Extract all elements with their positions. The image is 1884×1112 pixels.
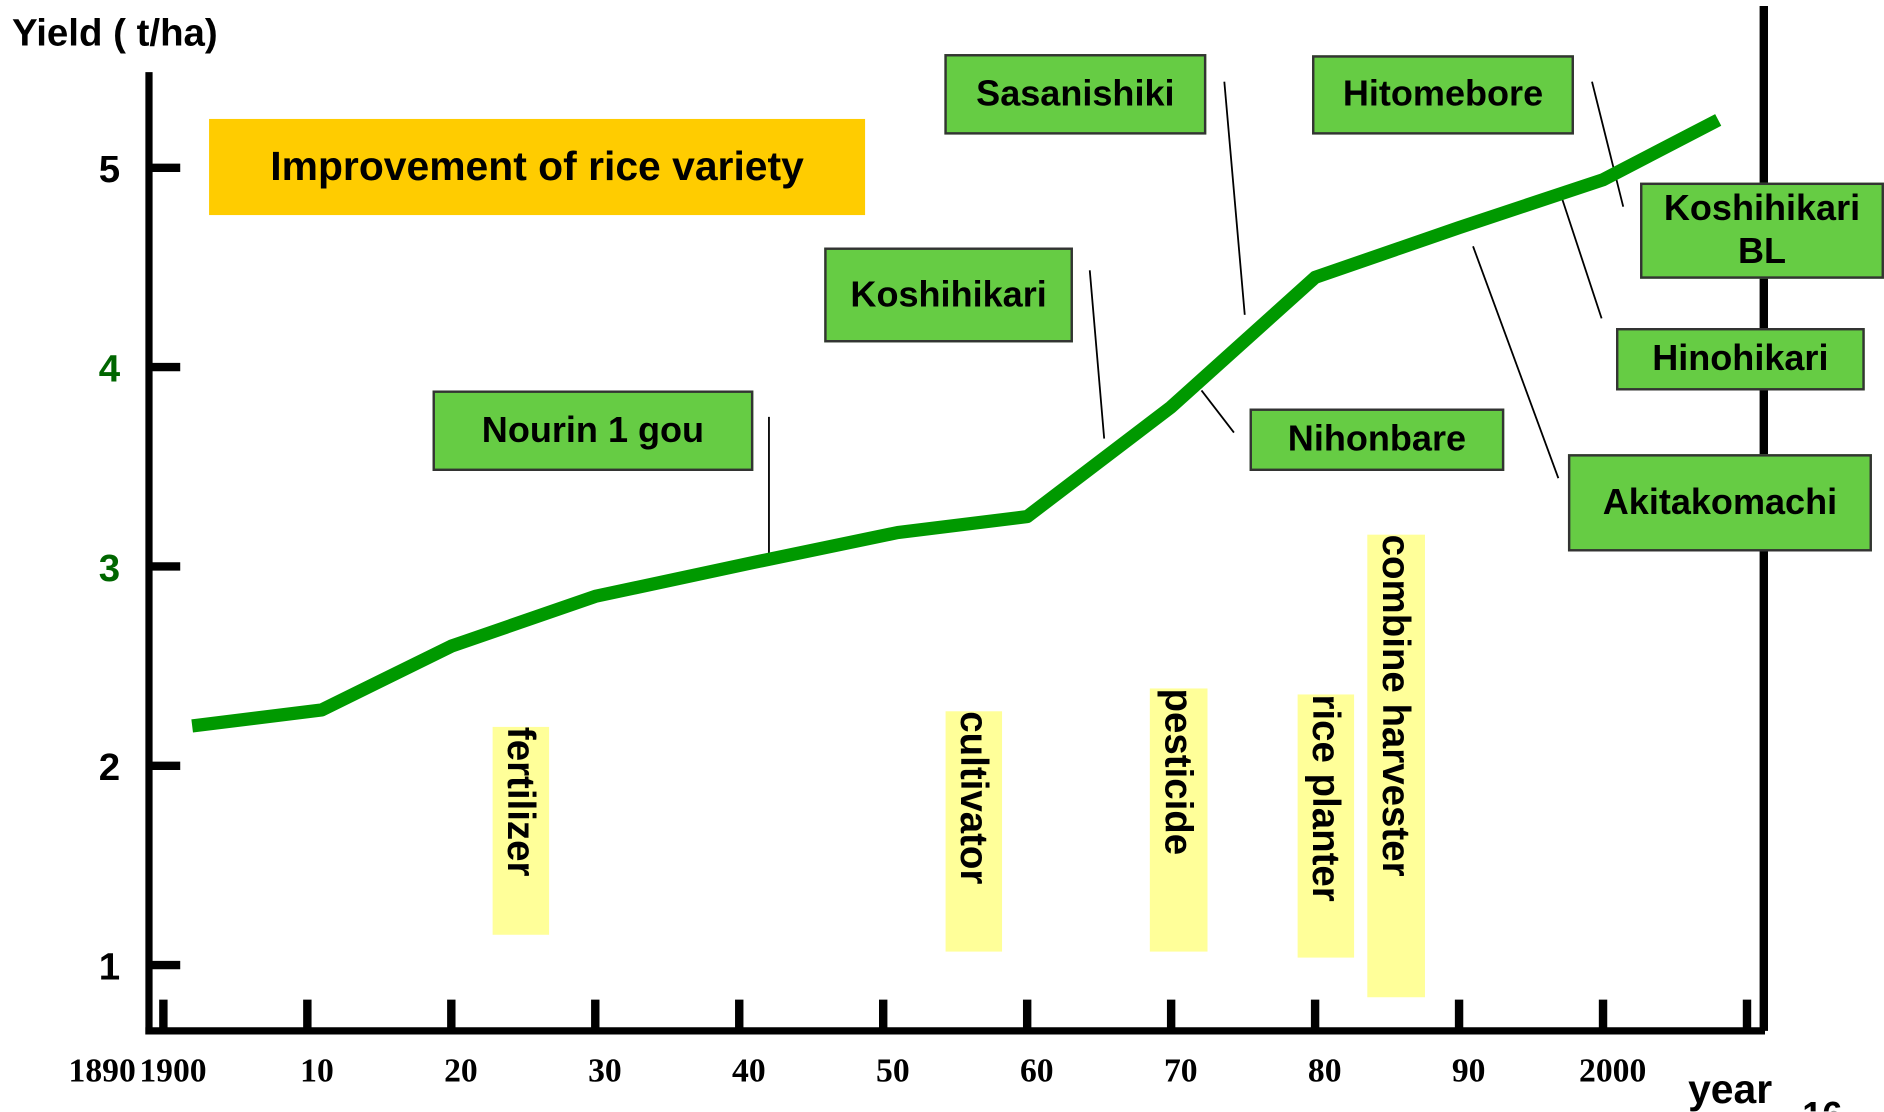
variety-label: Hinohikari — [1616, 328, 1865, 390]
x-axis-label: year — [1688, 1066, 1772, 1111]
x-tick-label: 30 — [588, 1052, 622, 1089]
x-tick-label: 40 — [732, 1052, 766, 1089]
variety-label: Hitomebore — [1312, 55, 1574, 134]
leader-line — [1562, 198, 1602, 318]
page: Yield ( t/ha) year 16 1 2 3 4 5 18901900 10 20 3… — [0, 0, 1884, 1112]
x-tick-label: 80 — [1308, 1052, 1342, 1089]
technology-label: pesticide — [1150, 688, 1208, 951]
technology-label: combine harvester — [1367, 535, 1425, 998]
technology-label: rice planter — [1298, 694, 1354, 957]
slide: Yield ( t/ha) year 16 1 2 3 4 5 18901900 10 20 3… — [0, 0, 1884, 1111]
y-tick-label: 3 — [99, 547, 120, 590]
x-tick-label: 90 — [1452, 1052, 1486, 1089]
y-tick-label: 5 — [99, 148, 120, 191]
x-tick-label: 2000 — [1579, 1052, 1646, 1089]
leader-line — [1224, 82, 1244, 315]
leader-line — [1202, 390, 1234, 432]
variety-label: Nourin 1 gou — [433, 390, 754, 471]
technology-label: cultivator — [946, 711, 1002, 951]
variety-label: Nihonbare — [1250, 409, 1505, 471]
variety-label: Akitakomachi — [1568, 454, 1872, 551]
x-tick-label: 10 — [300, 1052, 334, 1089]
y-tick-label: 4 — [99, 348, 121, 391]
variety-label: Koshihikari — [824, 248, 1073, 343]
y-tick-label: 1 — [99, 946, 120, 989]
x-tick-label: 50 — [876, 1052, 910, 1089]
chart-title: Improvement of rice variety — [209, 119, 865, 215]
x-tick-label: 70 — [1164, 1052, 1198, 1089]
technology-label: fertilizer — [493, 727, 549, 935]
variety-label: Sasanishiki — [944, 54, 1206, 135]
x-tick-label: 1900 — [139, 1052, 206, 1089]
variety-label: Koshihikari BL — [1640, 183, 1884, 279]
x-tick-label: 20 — [444, 1052, 478, 1089]
x-tick-label: 1890 — [69, 1052, 136, 1089]
x-tick-label: 60 — [1020, 1052, 1054, 1089]
y-axis-label: Yield ( t/ha) — [12, 12, 218, 55]
leader-line — [1090, 270, 1104, 438]
page-number: 16 — [1802, 1094, 1842, 1111]
y-tick-label: 2 — [99, 746, 120, 789]
